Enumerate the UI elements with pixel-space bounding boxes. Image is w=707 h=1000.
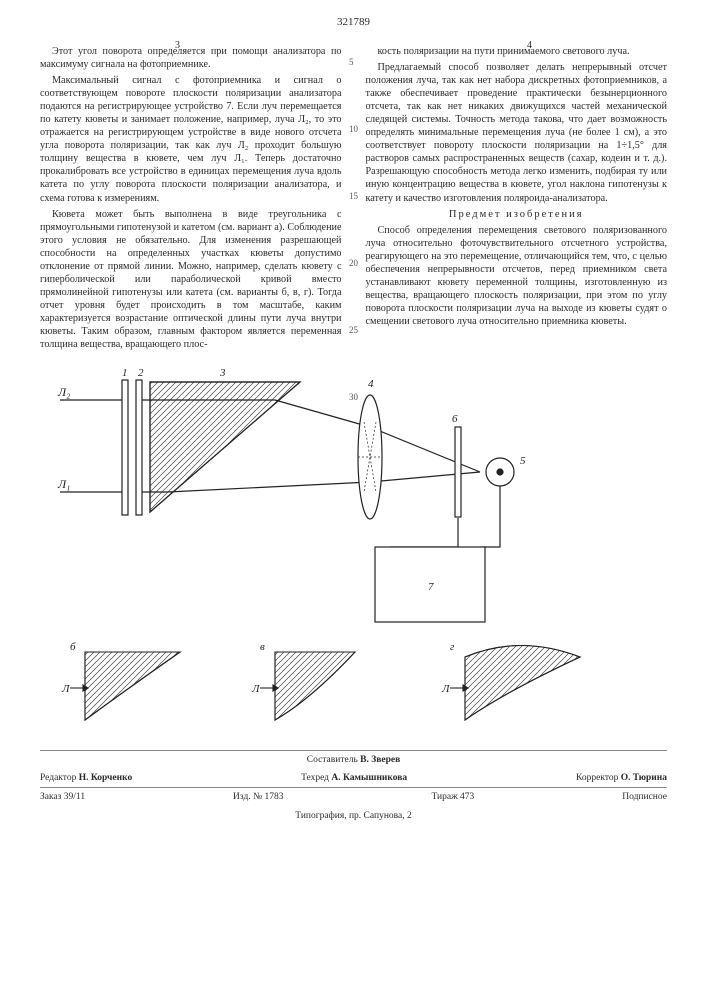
svg-text:7: 7 (428, 581, 434, 593)
print-row: Заказ 39/11 Изд. № 1783 Тираж 473 Подпис… (40, 787, 667, 806)
svg-text:5: 5 (520, 455, 526, 467)
svg-text:2: 2 (138, 367, 144, 379)
corrector: Корректор О. Тюрина (576, 772, 667, 784)
svg-text:6: 6 (452, 413, 458, 425)
line-num: 15 (349, 192, 358, 201)
paragraph: Предлагаемый способ позволяет делать неп… (366, 61, 668, 205)
column-number-left: 3 (175, 40, 180, 53)
staff-row: Редактор Н. Корченко Техред А. Камышнико… (40, 769, 667, 787)
patent-page: 321789 3 4 5 10 15 20 25 30 Этот угол по… (0, 0, 707, 1000)
tirazh: Тираж 473 (431, 791, 474, 803)
svg-text:б: б (70, 641, 76, 653)
figure: Л₂ Л₁ 1 2 3 4 5 6 7 б Л (40, 362, 667, 742)
svg-text:Л: Л (441, 683, 450, 695)
svg-text:Л₂: Л₂ (57, 385, 70, 399)
svg-text:Л: Л (251, 683, 260, 695)
paragraph: Максимальный сигнал с фотоприемника и си… (40, 74, 342, 204)
svg-text:4: 4 (368, 378, 374, 390)
line-num: 30 (349, 393, 358, 402)
compiler-name: В. Зверев (360, 755, 400, 765)
svg-text:Л₁: Л₁ (57, 477, 70, 491)
patent-number: 321789 (0, 15, 707, 29)
compiler-row: Составитель В. Зверев (40, 751, 667, 769)
right-column: кость поляризации на пути принимаемого с… (366, 45, 668, 354)
line-num: 10 (349, 125, 358, 134)
order: Заказ 39/11 (40, 791, 85, 803)
subject-title: Предмет изобретения (366, 208, 668, 221)
paragraph: кость поляризации на пути принимаемого с… (366, 45, 668, 58)
left-column: Этот угол поворота определяется при помо… (40, 45, 342, 354)
svg-text:3: 3 (219, 367, 226, 379)
typography-row: Типография, пр. Сапунова, 2 (40, 807, 667, 825)
line-num: 25 (349, 326, 358, 335)
line-numbers: 5 10 15 20 25 30 (349, 58, 358, 402)
podpisnoe: Подписное (622, 791, 667, 803)
svg-text:в: в (260, 641, 265, 653)
paragraph: Кювета может быть выполнена в виде треуг… (40, 208, 342, 352)
svg-text:Л: Л (61, 683, 70, 695)
line-num: 20 (349, 259, 358, 268)
svg-text:г: г (450, 641, 455, 653)
column-number-right: 4 (527, 40, 532, 53)
svg-text:1: 1 (122, 367, 128, 379)
techred: Техред А. Камышникова (301, 772, 407, 784)
izd: Изд. № 1783 (233, 791, 283, 803)
line-num: 5 (349, 58, 358, 67)
editor: Редактор Н. Корченко (40, 772, 132, 784)
diagram-svg: Л₂ Л₁ 1 2 3 4 5 6 7 б Л (40, 362, 667, 742)
footer: Составитель В. Зверев Редактор Н. Корчен… (40, 750, 667, 825)
compiler-label: Составитель (307, 755, 358, 765)
paragraph: Способ определения перемещения светового… (366, 224, 668, 328)
paragraph: Этот угол поворота определяется при помо… (40, 45, 342, 71)
